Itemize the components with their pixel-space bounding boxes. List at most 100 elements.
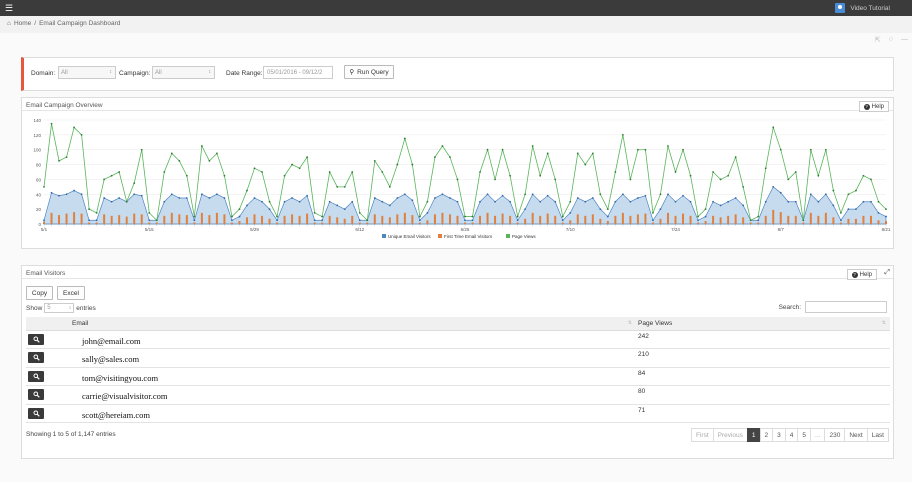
page-views-point bbox=[103, 178, 106, 181]
y-tick-label: 120 bbox=[33, 133, 41, 138]
unique-visitors-point bbox=[870, 200, 872, 203]
first-time-bar bbox=[298, 215, 301, 224]
table-row[interactable]: john@email.com 242 bbox=[26, 330, 890, 349]
first-time-bar bbox=[464, 222, 466, 224]
unique-visitors-point bbox=[531, 193, 534, 196]
unique-visitors-point bbox=[734, 197, 737, 199]
page-views-column-header[interactable]: Page Views ⇅ bbox=[636, 317, 890, 331]
first-time-bar bbox=[313, 222, 316, 224]
row-action-cell bbox=[26, 367, 46, 386]
page-views-point bbox=[434, 156, 436, 159]
legend-swatch bbox=[382, 234, 386, 238]
email-column-header[interactable]: Email ⇅ bbox=[46, 317, 636, 331]
user-menu[interactable]: Video Tutorial bbox=[835, 3, 890, 13]
pagination-3[interactable]: 3 bbox=[772, 428, 786, 442]
first-time-bar bbox=[839, 222, 842, 224]
table-row[interactable]: scott@hereiam.com 71 bbox=[26, 404, 890, 423]
pagination-previous[interactable]: Previous bbox=[712, 428, 748, 442]
page-views-point bbox=[697, 215, 699, 218]
first-time-bar bbox=[501, 213, 504, 224]
pagination-next[interactable]: Next bbox=[844, 428, 868, 442]
unique-visitors-point bbox=[637, 197, 639, 199]
page-views-point bbox=[832, 189, 835, 192]
breadcrumb-home[interactable]: Home bbox=[13, 20, 32, 27]
run-query-label: Run Query bbox=[357, 68, 389, 76]
search-input[interactable] bbox=[805, 301, 887, 313]
table-row[interactable]: sally@sales.com 210 bbox=[26, 348, 890, 368]
page-views-point bbox=[336, 185, 339, 188]
unique-visitors-point bbox=[576, 197, 579, 199]
fullscreen-icon[interactable]: ⇱ bbox=[874, 37, 881, 44]
unique-visitors-point bbox=[313, 219, 316, 222]
help-label: Help bbox=[859, 271, 872, 278]
page-views-point bbox=[494, 178, 496, 181]
page-views-point bbox=[411, 163, 414, 166]
page-views-point bbox=[58, 159, 60, 162]
unique-visitors-point bbox=[486, 193, 489, 196]
home-icon[interactable]: ⌂ bbox=[7, 20, 11, 27]
hamburger-icon[interactable]: ☰ bbox=[5, 3, 14, 13]
page-views-point bbox=[606, 208, 609, 211]
first-time-bar bbox=[170, 212, 173, 224]
page-views-point bbox=[847, 193, 850, 196]
first-time-bar bbox=[230, 222, 233, 224]
run-query-button[interactable]: ⚲ Run Query bbox=[344, 65, 394, 79]
pagination-1[interactable]: 1 bbox=[746, 428, 761, 442]
date-range-input[interactable]: 05/01/2016 - 09/12/2 bbox=[263, 66, 333, 79]
view-details-button[interactable] bbox=[28, 333, 44, 345]
unique-visitors-point bbox=[216, 193, 218, 196]
help-button[interactable]: ? Help bbox=[846, 269, 877, 280]
x-tick-label: 8/21 bbox=[882, 227, 891, 232]
view-details-button[interactable] bbox=[28, 389, 44, 401]
collapse-icon[interactable]: — bbox=[901, 36, 908, 43]
first-time-bar bbox=[208, 215, 211, 224]
unique-visitors-point bbox=[103, 197, 106, 199]
question-icon: ? bbox=[851, 271, 858, 278]
view-details-button[interactable] bbox=[28, 352, 44, 364]
campaign-value: All bbox=[155, 70, 162, 76]
select-caret-icon: ↕ bbox=[208, 69, 212, 75]
pagination-4[interactable]: 4 bbox=[784, 428, 799, 442]
first-time-bar bbox=[373, 214, 376, 224]
copy-button[interactable]: Copy bbox=[26, 286, 53, 300]
pagination-2[interactable]: 2 bbox=[759, 428, 774, 442]
unique-visitors-point bbox=[674, 200, 677, 203]
pagination-last[interactable]: Last bbox=[866, 428, 889, 442]
pagination-5[interactable]: 5 bbox=[797, 428, 812, 442]
first-time-bar bbox=[869, 215, 872, 224]
y-tick-label: 60 bbox=[36, 177, 42, 182]
first-time-bar bbox=[832, 217, 835, 224]
page-views-point bbox=[185, 174, 188, 177]
page-views-point bbox=[779, 148, 782, 151]
table-row[interactable]: tom@visitingyou.com 84 bbox=[26, 367, 890, 386]
first-time-bar bbox=[524, 218, 527, 224]
first-time-bar bbox=[629, 215, 632, 224]
first-time-bar bbox=[155, 222, 158, 224]
unique-visitors-point bbox=[373, 197, 376, 199]
first-time-bar bbox=[50, 212, 53, 224]
first-time-bar bbox=[358, 222, 361, 224]
page-views-point bbox=[313, 211, 316, 214]
excel-button[interactable]: Excel bbox=[57, 286, 85, 300]
campaign-select[interactable]: All ↕ bbox=[152, 66, 215, 79]
user-icon bbox=[835, 3, 846, 13]
first-time-bar bbox=[712, 215, 715, 224]
page-length-select[interactable]: 5 ↕ bbox=[44, 303, 75, 313]
x-tick-label: 5/29 bbox=[250, 227, 259, 232]
refresh-icon[interactable]: ○ bbox=[888, 36, 893, 43]
domain-select[interactable]: All ↕ bbox=[58, 66, 116, 79]
unique-visitors-point bbox=[794, 200, 797, 203]
unique-visitors-point bbox=[704, 215, 707, 218]
unique-visitors-point bbox=[464, 219, 466, 222]
first-time-bar bbox=[885, 221, 887, 224]
first-time-bar bbox=[125, 216, 128, 224]
first-time-bar bbox=[73, 212, 76, 224]
pagination-first[interactable]: First bbox=[690, 428, 714, 442]
view-details-button[interactable] bbox=[28, 407, 44, 419]
help-button[interactable]: ? Help bbox=[858, 101, 889, 112]
expand-icon[interactable]: ⤢ bbox=[884, 269, 890, 276]
unique-visitors-point bbox=[621, 193, 624, 196]
view-details-button[interactable] bbox=[28, 370, 44, 382]
pagination-230[interactable]: 230 bbox=[824, 428, 846, 442]
table-row[interactable]: carrie@visualvisitor.com 80 bbox=[26, 385, 890, 405]
